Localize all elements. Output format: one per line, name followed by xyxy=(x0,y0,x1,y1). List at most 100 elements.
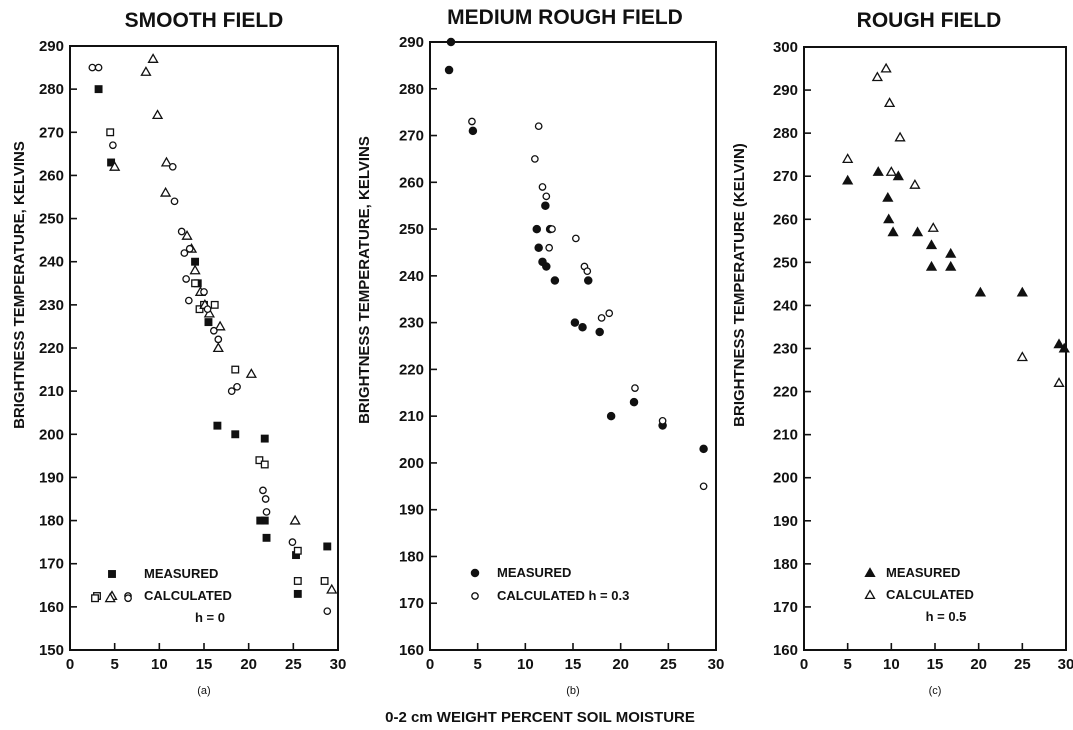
data-point xyxy=(468,126,478,136)
data-point xyxy=(151,109,164,120)
data-point xyxy=(88,63,97,72)
data-point xyxy=(1053,377,1065,387)
legend-label: CALCULATED xyxy=(886,587,974,602)
y-tick-label: 170 xyxy=(773,599,798,616)
data-point xyxy=(974,286,987,297)
data-point xyxy=(699,482,708,491)
data-point xyxy=(882,191,894,202)
data-point xyxy=(109,160,121,171)
x-tick-label: 20 xyxy=(612,656,629,673)
x-tick-label: 0 xyxy=(66,656,74,673)
data-point xyxy=(323,542,332,551)
data-point xyxy=(180,249,189,257)
y-tick-label: 170 xyxy=(399,595,424,612)
data-point xyxy=(170,197,179,206)
legend-note: h = 0 xyxy=(195,610,225,625)
y-tick-label: 190 xyxy=(39,469,64,486)
y-tick-label: 200 xyxy=(399,455,424,472)
y-tick-label: 190 xyxy=(773,513,798,530)
y-tick-label: 180 xyxy=(39,513,64,530)
y-tick-label: 290 xyxy=(39,38,64,55)
data-point xyxy=(260,434,269,443)
data-point xyxy=(214,335,223,344)
data-point xyxy=(204,318,213,327)
y-tick-label: 240 xyxy=(399,268,424,285)
data-point xyxy=(1058,342,1070,353)
x-tick-label: 5 xyxy=(110,656,118,673)
data-point xyxy=(444,65,454,75)
data-point xyxy=(233,382,241,391)
data-point xyxy=(885,166,897,176)
x-tick-label: 15 xyxy=(927,656,944,673)
data-point xyxy=(195,305,204,314)
data-point xyxy=(94,63,103,72)
data-point xyxy=(203,305,212,314)
data-point xyxy=(259,486,267,495)
y-tick-label: 240 xyxy=(39,254,64,271)
panel-medium-rough-field: MEDIUM ROUGH FIELD BRIGHTNESS TEMPERATUR… xyxy=(356,6,724,697)
data-point xyxy=(531,155,539,163)
y-tick-label: 190 xyxy=(399,502,424,519)
data-point xyxy=(91,594,99,603)
y-tick-label: 270 xyxy=(399,128,424,145)
data-point xyxy=(542,262,551,271)
data-point xyxy=(209,326,218,335)
legend-note: h = 0.5 xyxy=(926,609,967,624)
y-tick-label: 200 xyxy=(39,426,64,443)
data-point xyxy=(104,592,116,603)
data-point xyxy=(446,37,456,47)
x-tick-label: 20 xyxy=(970,656,987,673)
x-tick-label: 30 xyxy=(1058,656,1073,673)
legend-marker xyxy=(108,570,116,578)
legend-label: CALCULATED xyxy=(144,588,232,603)
data-point xyxy=(231,430,240,439)
data-point xyxy=(548,225,556,233)
data-point xyxy=(177,227,186,236)
data-point xyxy=(255,456,264,465)
data-point xyxy=(293,546,302,555)
legend-marker xyxy=(864,567,876,578)
x-tick-label: 30 xyxy=(330,656,347,673)
data-point xyxy=(260,516,269,525)
data-point xyxy=(1053,338,1065,349)
data-point xyxy=(883,213,895,224)
legend-label: CALCULATED h = 0.3 xyxy=(497,588,629,603)
data-point xyxy=(871,71,883,82)
y-tick-label: 230 xyxy=(773,341,798,358)
data-point xyxy=(260,460,269,469)
data-point xyxy=(94,85,103,94)
data-point xyxy=(925,239,938,250)
series xyxy=(88,63,332,616)
data-point xyxy=(191,257,200,266)
y-tick-label: 210 xyxy=(399,408,424,425)
data-point xyxy=(184,296,193,305)
data-point xyxy=(326,583,338,594)
x-tick-label: 25 xyxy=(1014,656,1031,673)
y-tick-label: 250 xyxy=(399,221,424,238)
data-point xyxy=(261,495,270,503)
data-point xyxy=(584,276,593,285)
data-point xyxy=(887,226,899,237)
y-tick-label: 180 xyxy=(773,556,798,573)
legend-label: MEASURED xyxy=(497,565,571,580)
y-tick-label: 160 xyxy=(399,642,424,659)
y-tick-label: 280 xyxy=(399,81,424,98)
y-tick-label: 220 xyxy=(39,340,64,357)
data-point xyxy=(124,594,132,603)
y-tick-label: 210 xyxy=(773,427,798,444)
y-tick-label: 230 xyxy=(39,297,64,314)
series xyxy=(104,53,338,603)
y-tick-label: 160 xyxy=(773,642,798,659)
series xyxy=(842,62,1065,387)
data-point xyxy=(925,260,938,271)
y-tick-label: 290 xyxy=(773,82,798,99)
data-point xyxy=(880,62,892,73)
data-point xyxy=(293,589,302,598)
x-tick-label: 15 xyxy=(565,656,582,673)
panel-title: SMOOTH FIELD xyxy=(125,9,284,32)
data-point xyxy=(140,66,152,76)
data-point xyxy=(945,260,957,271)
series xyxy=(91,128,329,603)
legend-marker xyxy=(470,568,480,578)
